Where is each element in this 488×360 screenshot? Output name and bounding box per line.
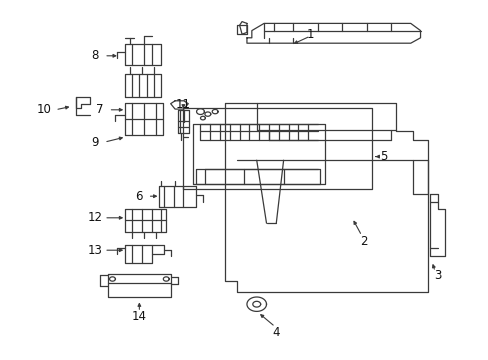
- Text: 9: 9: [91, 136, 99, 149]
- Text: 1: 1: [306, 28, 314, 41]
- Text: 5: 5: [379, 150, 387, 163]
- Text: 11: 11: [176, 98, 190, 111]
- Text: 4: 4: [272, 327, 280, 339]
- Text: 2: 2: [360, 235, 367, 248]
- Text: 6: 6: [135, 190, 143, 203]
- Text: 10: 10: [37, 103, 51, 116]
- Text: 7: 7: [96, 103, 104, 116]
- Text: 13: 13: [88, 244, 102, 257]
- Text: 3: 3: [433, 269, 441, 282]
- Text: 8: 8: [91, 49, 99, 62]
- Text: 14: 14: [132, 310, 146, 323]
- Text: 12: 12: [88, 211, 102, 224]
